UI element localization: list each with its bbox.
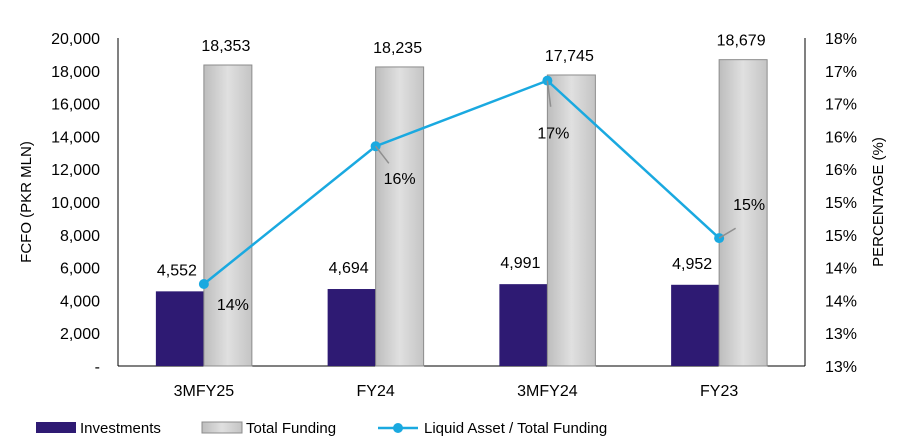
data-label-investments: 4,694 xyxy=(329,260,369,277)
y2-tick-label: 14% xyxy=(825,293,857,310)
y2-tick-label: 16% xyxy=(825,129,857,146)
y-tick-label: 14,000 xyxy=(51,129,100,146)
legend-label-total-funding: Total Funding xyxy=(246,420,336,437)
y-axis-title: FCFO (PKR MLN) xyxy=(18,141,35,263)
data-label-total-funding: 18,353 xyxy=(201,38,250,55)
y-tick-label: 2,000 xyxy=(60,326,100,343)
y2-tick-label: 16% xyxy=(825,162,857,179)
y-tick-label: 6,000 xyxy=(60,261,100,278)
y2-tick-label: 13% xyxy=(825,326,857,343)
bar-total-funding xyxy=(546,74,596,367)
x-tick-label: 3MFY24 xyxy=(517,383,578,400)
leader-line xyxy=(718,227,737,239)
series-line-liquid-asset xyxy=(203,79,720,285)
y-tick-label: 8,000 xyxy=(60,228,100,245)
x-tick-label: 3MFY25 xyxy=(174,383,235,400)
data-label-liquid-asset: 15% xyxy=(733,197,765,214)
y2-tick-label: 14% xyxy=(825,261,857,278)
bar-investments xyxy=(499,284,548,366)
axes-layer: - 2,000 4,000 6,000 8,000 10,000 12,000 14,000 1… xyxy=(18,31,887,400)
y2-tick-label: 13% xyxy=(825,359,857,376)
y-tick-label: 20,000 xyxy=(51,31,100,48)
y2-tick-label: 15% xyxy=(825,228,857,245)
leader-line xyxy=(375,145,390,164)
bar-total-funding xyxy=(375,66,425,367)
bar-investments xyxy=(671,284,720,366)
bar-investments xyxy=(327,289,376,366)
data-label-liquid-asset: 14% xyxy=(217,297,249,314)
leader-line xyxy=(546,80,552,107)
labels-layer: 4,552 18,353 4,694 18,235 4,991 17,745 4,952 18… xyxy=(157,33,766,314)
y2-tick-label: 18% xyxy=(825,31,857,48)
x-tick-label: FY23 xyxy=(700,383,738,400)
data-label-total-funding: 17,745 xyxy=(545,48,594,65)
y2-tick-label: 17% xyxy=(825,97,857,114)
data-label-total-funding: 18,679 xyxy=(717,33,766,50)
data-label-investments: 4,552 xyxy=(157,262,197,279)
data-label-investments: 4,952 xyxy=(672,256,712,273)
y-tick-label: 4,000 xyxy=(60,293,100,310)
y-tick-label: 10,000 xyxy=(51,195,100,212)
bar-investments xyxy=(155,291,204,366)
line-point xyxy=(198,279,209,289)
data-label-liquid-asset: 16% xyxy=(384,171,416,188)
legend: Investments Total Funding Liquid Asset / T… xyxy=(36,420,607,437)
data-label-total-funding: 18,235 xyxy=(373,40,422,57)
legend-swatch-total-funding xyxy=(201,421,243,434)
y2-tick-label: 17% xyxy=(825,64,857,81)
bars-layer xyxy=(155,59,768,367)
y2-axis-title: PERCENTAGE (%) xyxy=(870,137,887,267)
y-tick-label: - xyxy=(95,359,100,376)
y-tick-label: 18,000 xyxy=(51,64,100,81)
bar-total-funding xyxy=(718,59,768,367)
legend-swatch-investments xyxy=(36,422,76,433)
bar-total-funding xyxy=(203,64,253,367)
data-label-investments: 4,991 xyxy=(500,255,540,272)
line-layer xyxy=(198,75,725,289)
x-tick-label: FY24 xyxy=(357,383,395,400)
y-tick-label: 16,000 xyxy=(51,97,100,114)
legend-label-investments: Investments xyxy=(80,420,161,437)
data-label-liquid-asset: 17% xyxy=(537,126,569,143)
legend-swatch-liquid-asset-marker xyxy=(393,423,403,433)
legend-label-liquid-asset: Liquid Asset / Total Funding xyxy=(424,420,607,437)
y2-tick-label: 15% xyxy=(825,195,857,212)
y-tick-label: 12,000 xyxy=(51,162,100,179)
